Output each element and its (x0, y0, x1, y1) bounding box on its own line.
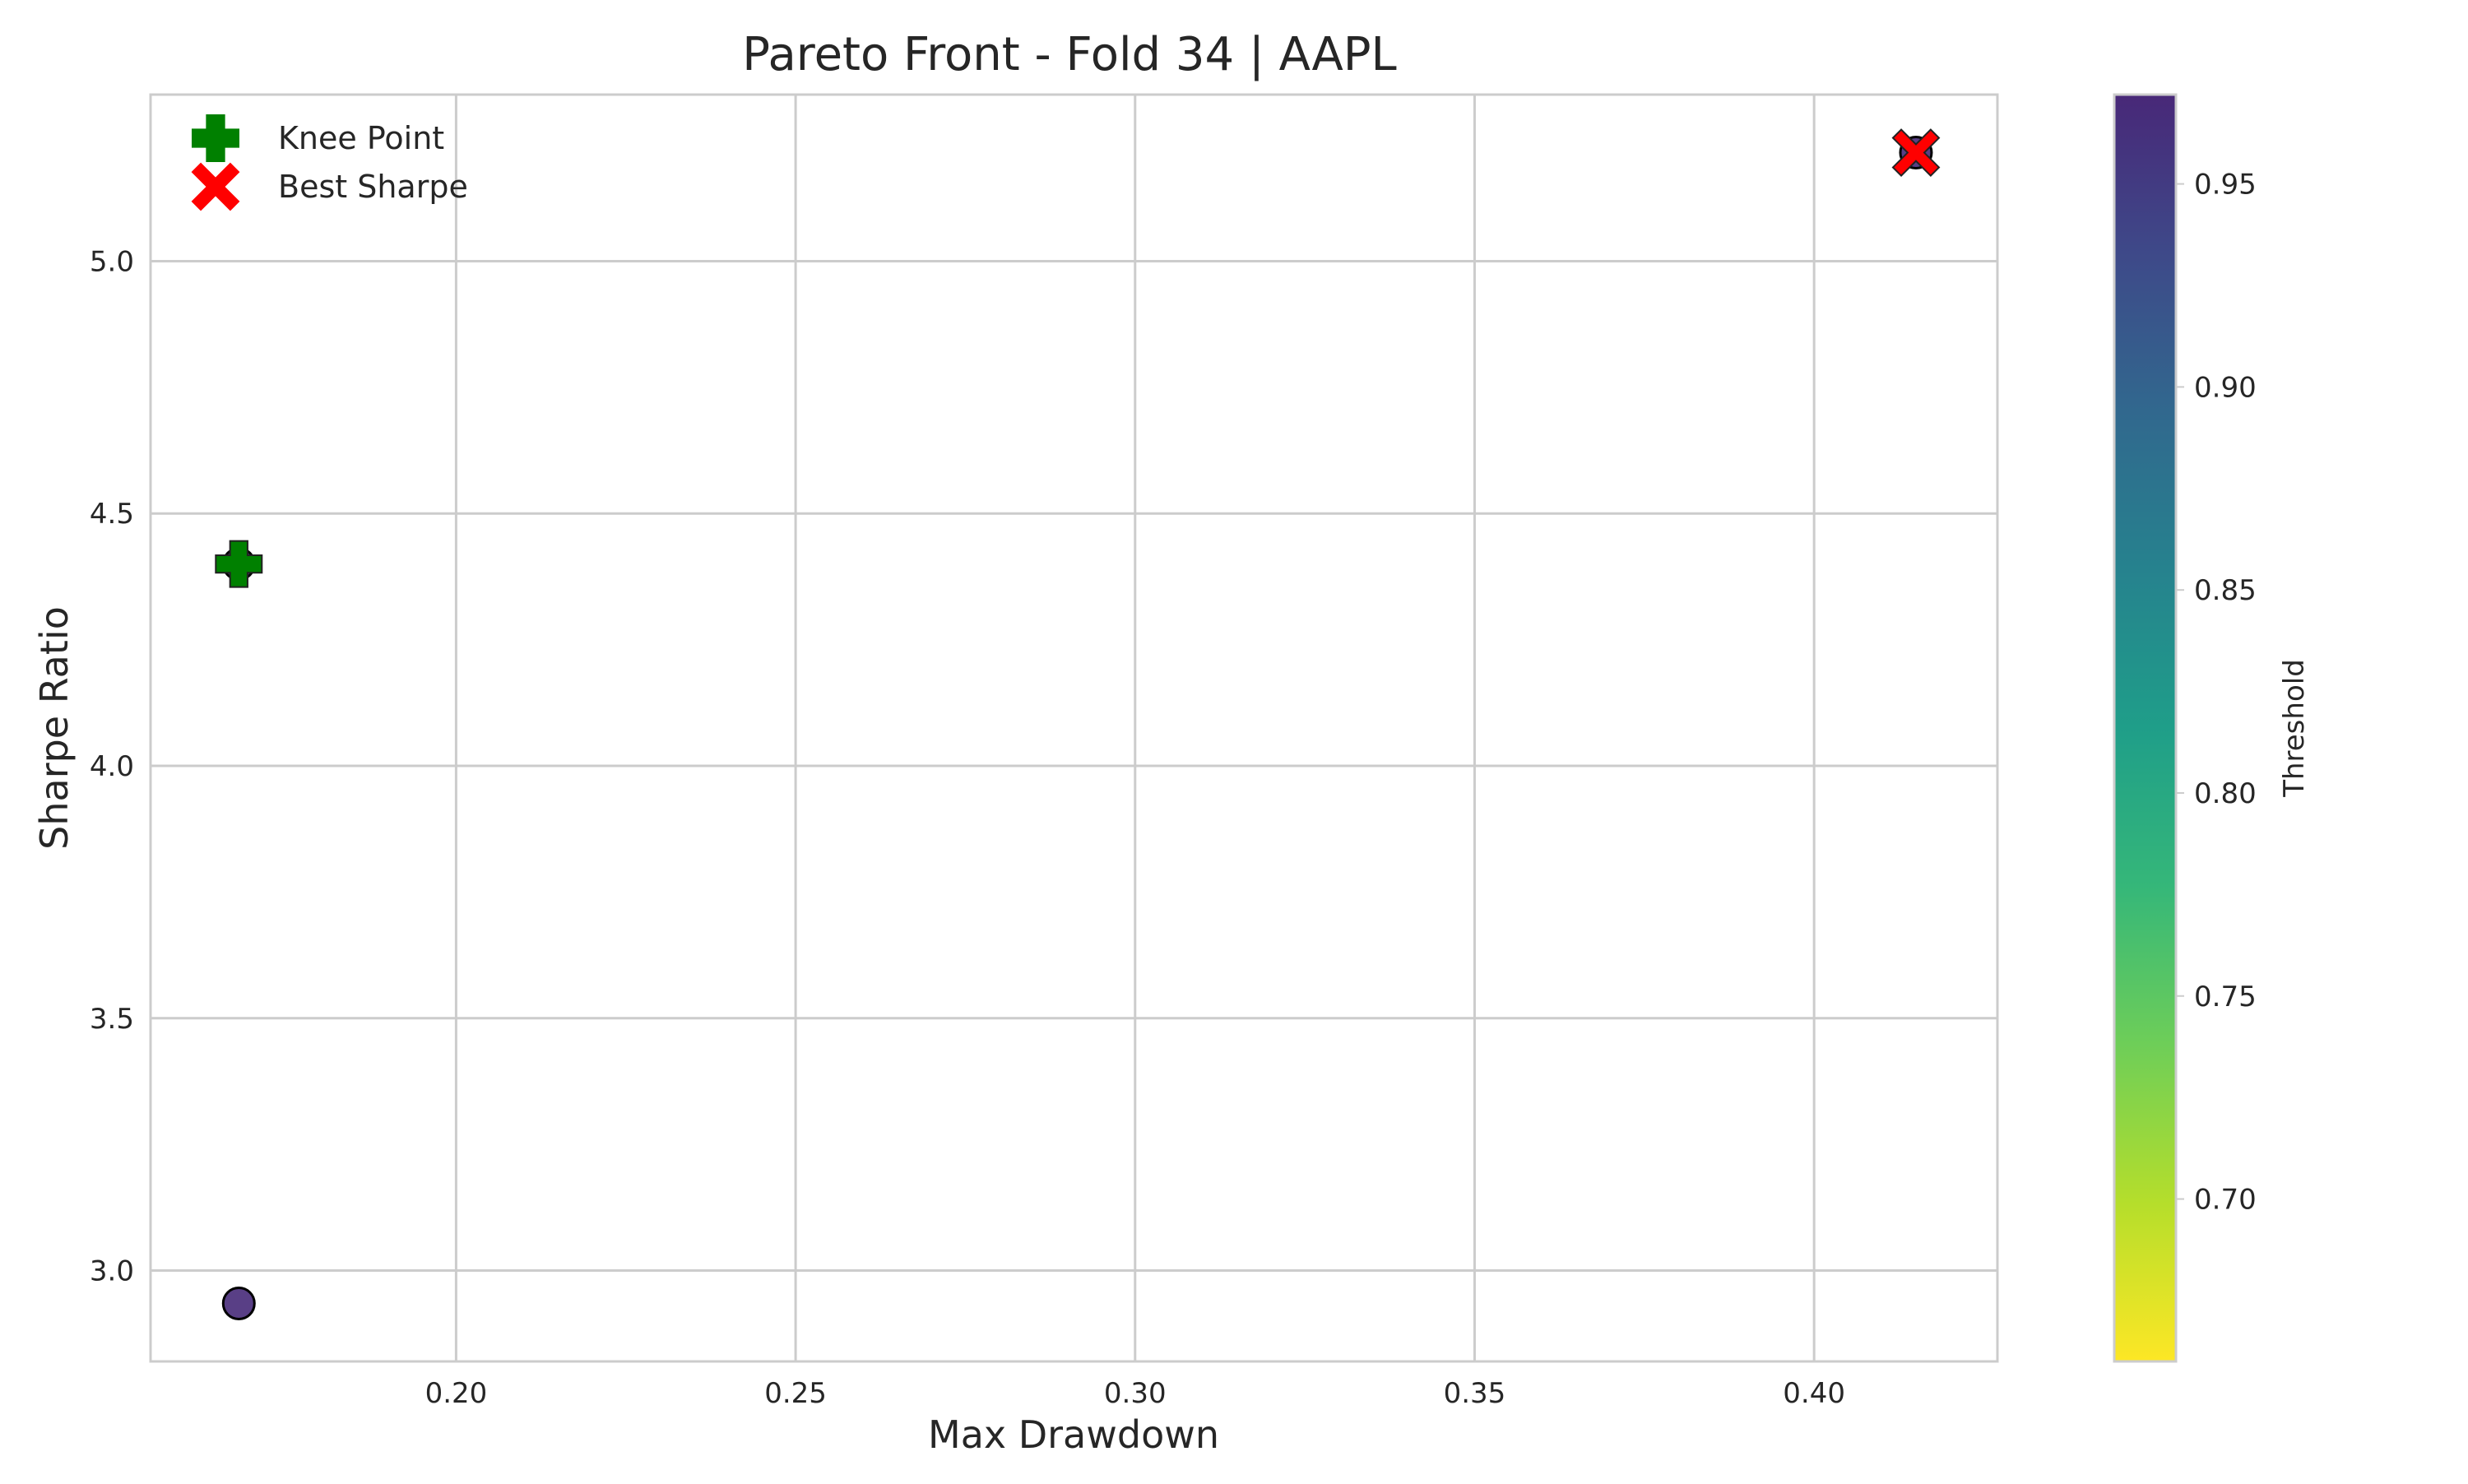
scatter-points (221, 136, 1933, 1320)
legend-plus-icon (192, 114, 239, 162)
y-tick-label: 4.5 (90, 498, 134, 531)
x-tick-label: 0.20 (425, 1377, 488, 1410)
colorbar-tick-label: 0.85 (2194, 574, 2257, 607)
grid-lines (151, 95, 1997, 1361)
y-tick-labels: 3.0 3.5 4.0 4.5 5.0 (90, 245, 134, 1287)
legend-x-icon-shape (191, 162, 240, 211)
x-tick-label: 0.30 (1104, 1377, 1167, 1410)
colorbar: 0.70 0.75 0.80 0.85 0.90 0.95 Threshold (2113, 93, 2311, 1363)
knee-point-marker (215, 540, 263, 588)
scatter-point (221, 1286, 256, 1320)
x-axis-label: Max Drawdown (928, 1412, 1219, 1457)
y-tick-label: 5.0 (90, 245, 134, 278)
colorbar-tick-label: 0.75 (2194, 981, 2257, 1013)
highlight-markers (215, 128, 1941, 588)
legend-plus-icon-shape (192, 114, 239, 162)
legend-entry-knee-point: Knee Point (192, 114, 444, 162)
colorbar-gradient (2113, 93, 2178, 1363)
colorbar-tick-label: 0.70 (2194, 1184, 2257, 1217)
colorbar-label: Threshold (2278, 659, 2311, 798)
y-tick-label: 3.5 (90, 1003, 134, 1036)
colorbar-tick-label: 0.95 (2194, 169, 2257, 202)
y-axis-label: Sharpe Ratio (32, 606, 77, 850)
best-sharpe-marker (1891, 128, 1941, 177)
colorbar-tick-label: 0.90 (2194, 371, 2257, 404)
x-tick-labels: 0.20 0.25 0.30 0.35 0.40 (425, 1377, 1845, 1410)
legend-x-icon (191, 162, 240, 211)
legend-label-best-sharpe: Best Sharpe (278, 169, 468, 205)
plot-frame (149, 93, 1999, 1363)
y-tick-label: 3.0 (90, 1255, 134, 1288)
y-tick-label: 4.0 (90, 750, 134, 783)
legend-label-knee-point: Knee Point (278, 120, 444, 156)
chart-title: Pareto Front - Fold 34 | AAPL (742, 28, 1397, 81)
x-tick-label: 0.40 (1783, 1377, 1845, 1410)
x-tick-label: 0.25 (764, 1377, 827, 1410)
colorbar-tick-labels: 0.70 0.75 0.80 0.85 0.90 0.95 (2176, 169, 2257, 1217)
x-tick-label: 0.35 (1444, 1377, 1506, 1410)
colorbar-tick-label: 0.80 (2194, 777, 2257, 810)
legend: Knee Point Best Sharpe (191, 114, 468, 211)
legend-entry-best-sharpe: Best Sharpe (191, 162, 468, 211)
